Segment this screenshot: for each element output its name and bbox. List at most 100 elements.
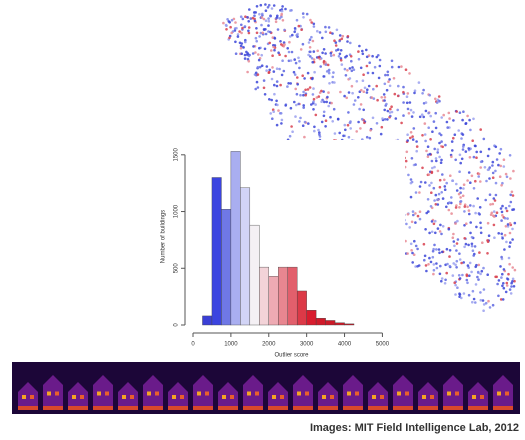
map-dot [330,52,333,55]
map-dot [439,179,442,182]
map-dot [255,40,258,43]
map-dot [506,282,509,285]
map-dot [511,191,514,194]
map-dot [419,210,422,213]
map-dot [345,97,348,100]
map-dot [244,57,247,60]
window [272,395,276,399]
map-dot [371,96,374,99]
map-dot [260,54,263,57]
map-dot [506,217,509,220]
map-dot [358,108,361,111]
map-dot [453,245,456,248]
map-dot [332,76,335,79]
map-dot [240,15,243,18]
map-dot [254,20,257,23]
map-dot [257,86,260,89]
map-dot [468,209,471,212]
map-dot [478,251,481,254]
map-dot [270,99,273,102]
map-dot [485,180,488,183]
map-dot [262,32,265,35]
map-dot [441,251,444,254]
map-dot [366,91,369,94]
map-dot [431,130,434,133]
map-dot [509,222,512,225]
map-dot [260,4,263,7]
map-dot [454,293,457,296]
map-dot [310,36,313,39]
map-dot [414,163,417,166]
map-dot [321,37,324,40]
map-dot [271,7,274,10]
map-dot [424,228,427,231]
map-dot [431,160,434,163]
map-dot [454,284,457,287]
map-dot [323,115,326,118]
map-dot [296,93,299,96]
map-dot [308,51,311,54]
map-dot [312,93,315,96]
map-dot [501,237,504,240]
map-dot [508,205,511,208]
map-dot [471,245,474,248]
map-dot [242,46,245,49]
ground-glow [468,406,488,410]
map-dot [439,265,442,268]
map-dot [506,210,509,213]
map-dot [440,140,443,143]
map-dot [498,279,501,282]
map-dot [413,240,416,243]
map-dot [387,80,390,83]
map-dot [306,13,309,16]
map-dot [466,275,469,278]
map-dot [463,183,466,186]
map-dot [258,47,261,50]
map-dot [252,45,255,48]
map-dot [225,28,228,31]
map-dot [367,72,370,75]
map-dot [253,11,256,14]
map-dot [286,47,289,50]
map-dot [475,226,478,229]
map-dot [428,173,431,176]
map-dot [481,270,484,273]
map-dot [428,232,431,235]
map-dot [446,263,449,266]
map-dot [240,45,243,48]
map-dot [429,115,432,118]
map-dot [405,68,408,71]
map-dot [436,198,439,201]
map-dot [323,101,326,104]
map-dot [428,184,431,187]
map-dot [495,276,498,279]
map-dot [348,136,351,139]
map-dot [416,265,419,268]
map-dot [496,211,499,214]
map-dot [459,111,462,114]
map-dot [356,80,359,83]
map-dot [308,41,311,44]
map-dot [375,85,378,88]
map-dot [453,281,456,284]
window [247,392,251,396]
map-dot [483,138,486,141]
map-dot [295,62,298,65]
map-dot [466,179,469,182]
map-dot [389,85,392,88]
y-tick-label: 1000 [174,204,180,218]
map-dot [425,212,428,215]
map-dot [505,241,508,244]
map-dot [461,158,464,161]
window [322,395,326,399]
map-dot [427,155,430,158]
bar [269,276,278,325]
map-dot [510,201,513,204]
map-dot [393,77,396,80]
map-dot [328,26,331,29]
map-dot [471,139,474,142]
map-dot [283,43,286,46]
map-dot [328,82,331,85]
map-dot [445,272,448,275]
map-dot [496,283,499,286]
